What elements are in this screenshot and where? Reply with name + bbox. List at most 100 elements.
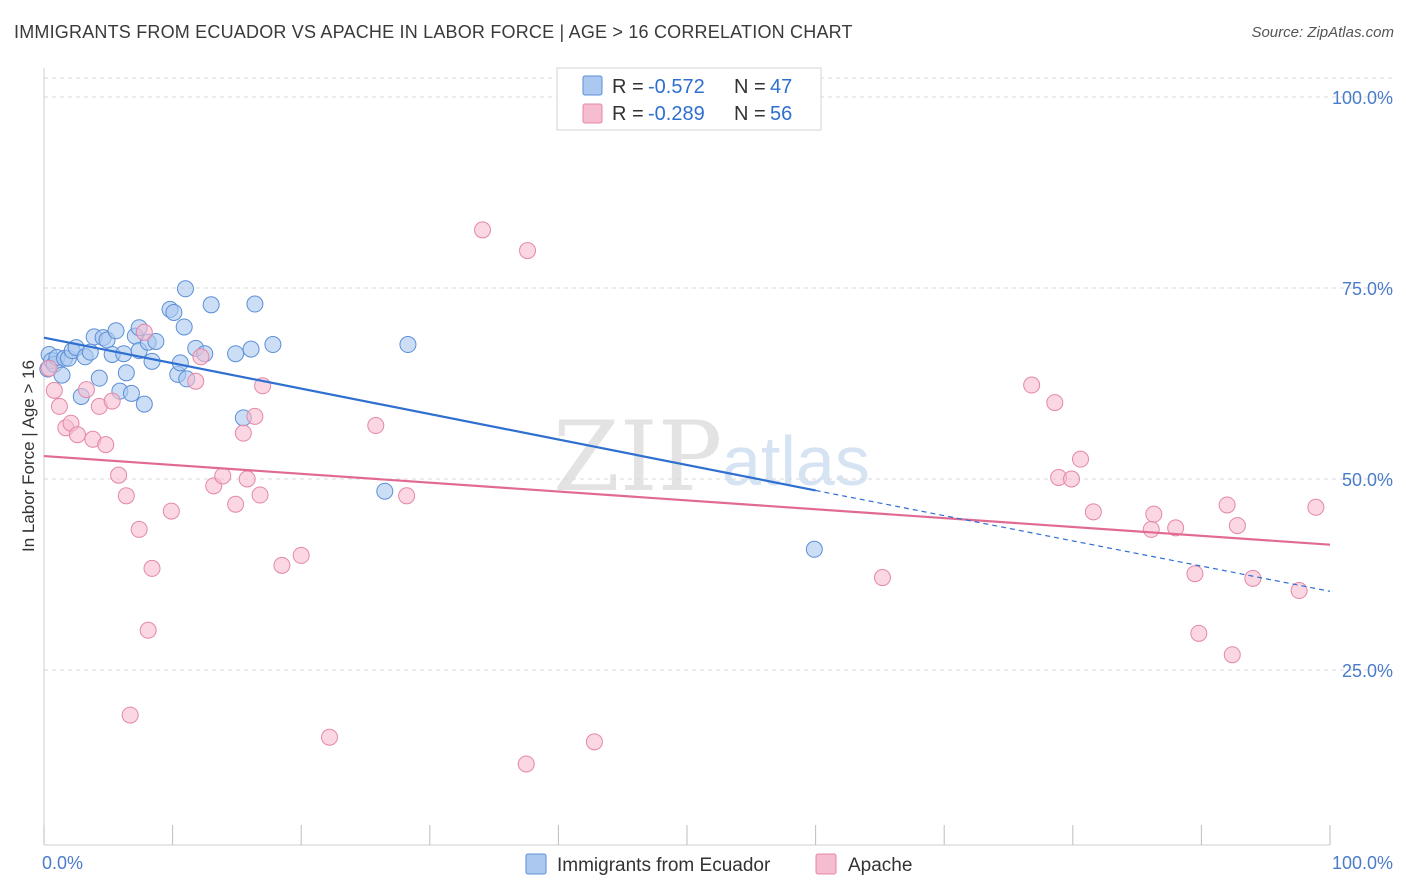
x-ticks [43, 825, 1331, 845]
apache-point-34 [474, 221, 492, 239]
apache-point-0 [40, 359, 58, 377]
legend-swatch-apache [815, 853, 837, 875]
apache-point-48 [1186, 565, 1204, 583]
apache-point-15 [139, 621, 157, 639]
apache-point-55 [1307, 498, 1325, 516]
stats-legend-r-value-blue: -0.572 [648, 76, 705, 98]
apache-point-10 [103, 392, 121, 410]
apache-point-25 [238, 470, 256, 488]
apache-point-32 [367, 417, 385, 435]
ecuador-point-46 [399, 336, 417, 354]
apache-point-33 [398, 487, 416, 505]
apache-point-46 [1145, 505, 1163, 523]
apache-point-54 [1290, 582, 1308, 600]
watermark: ZIP atlas [553, 401, 870, 513]
y-tick-labels: 25.0% 50.0% 75.0% 100.0% [1332, 88, 1393, 681]
stats-legend-n-label-pink: N = [734, 103, 766, 125]
x-tick-labels: 0.0% 100.0% [42, 853, 1393, 873]
chart-title: IMMIGRANTS FROM ECUADOR VS APACHE IN LAB… [14, 22, 853, 42]
y-axis-label: In Labor Force | Age > 16 [19, 360, 38, 552]
apache-point-6 [77, 381, 95, 399]
apache-point-17 [121, 706, 139, 724]
apache-point-42 [1063, 470, 1081, 488]
ecuador-point-28 [143, 352, 161, 370]
ecuador-point-18 [107, 322, 125, 340]
stats-legend-n-value-pink: 56 [770, 103, 792, 125]
y-tick-label-0: 25.0% [1342, 661, 1393, 681]
stats-legend: R = -0.572 N = 47 R = -0.289 N = 56 [556, 67, 822, 131]
apache-point-20 [192, 348, 210, 366]
y-tick-label-1: 50.0% [1342, 470, 1393, 490]
x-tick-label-0: 0.0% [42, 853, 83, 873]
apache-point-29 [273, 556, 291, 574]
apache-point-36 [519, 242, 537, 260]
x-tick-label-1: 100.0% [1332, 853, 1393, 873]
stats-legend-n-value-blue: 47 [770, 76, 792, 98]
apache-point-16 [143, 559, 161, 577]
ecuador-point-39 [202, 296, 220, 314]
apache-point-30 [292, 546, 310, 564]
apache-point-35 [517, 755, 535, 773]
ecuador-point-40 [227, 345, 245, 363]
apache-point-40 [1046, 394, 1064, 412]
ecuador-point-14 [90, 369, 108, 387]
trend-line-apache [43, 454, 1331, 546]
watermark-atlas: atlas [722, 422, 870, 500]
apache-point-23 [227, 495, 245, 513]
legend-label-apache: Apache [848, 855, 912, 876]
apache-point-52 [1228, 517, 1246, 535]
ecuador-point-22 [122, 384, 140, 402]
ecuador-point-26 [135, 395, 153, 413]
apache-point-45 [1142, 520, 1160, 538]
ecuador-point-42 [242, 340, 260, 358]
stats-legend-n-label-blue: N = [734, 76, 766, 98]
stats-legend-r-label-pink: R = [612, 103, 644, 125]
ecuador-point-31 [165, 303, 183, 321]
ecuador-point-21 [117, 364, 135, 382]
watermark-zip: ZIP [553, 401, 722, 513]
stats-legend-swatch-blue [582, 75, 603, 96]
series-apache [40, 221, 1325, 773]
apache-point-50 [1218, 496, 1236, 514]
stats-legend-r-value-pink: -0.289 [648, 103, 705, 125]
apache-point-39 [1023, 376, 1041, 394]
trend-line-ecuador-extension [815, 489, 1331, 592]
apache-point-44 [1084, 503, 1102, 521]
apache-point-51 [1223, 646, 1241, 664]
apache-point-11 [110, 466, 128, 484]
apache-point-38 [873, 569, 891, 587]
apache-point-12 [117, 487, 135, 505]
apache-point-53 [1244, 569, 1262, 587]
apache-point-37 [585, 733, 603, 751]
stats-legend-r-label-blue: R = [612, 76, 644, 98]
ecuador-point-47 [805, 540, 823, 558]
apache-point-27 [251, 486, 269, 504]
apache-point-2 [50, 397, 68, 415]
apache-point-18 [162, 502, 180, 520]
apache-point-19 [187, 372, 205, 390]
legend-swatch-immigrants-from-ecuador [525, 853, 547, 875]
apache-point-47 [1167, 519, 1185, 537]
ecuador-point-44 [264, 336, 282, 354]
apache-point-24 [234, 424, 252, 442]
source-credit: Source: ZipAtlas.com [1251, 24, 1394, 41]
gridlines [44, 77, 1392, 671]
apache-point-26 [246, 407, 264, 425]
ecuador-point-36 [176, 280, 194, 298]
apache-point-22 [214, 467, 232, 485]
apache-point-31 [320, 728, 338, 746]
y-tick-label-2: 75.0% [1342, 279, 1393, 299]
ecuador-point-29 [147, 332, 165, 350]
legend-label-immigrants-from-ecuador: Immigrants from Ecuador [557, 855, 771, 876]
trend-line-ecuador [43, 336, 816, 492]
apache-point-49 [1190, 624, 1208, 642]
apache-point-13 [130, 520, 148, 538]
y-tick-label-3: 100.0% [1332, 88, 1393, 108]
apache-point-14 [135, 323, 153, 341]
series-legend: Immigrants from Ecuador Apache [525, 853, 912, 876]
trend-lines [43, 336, 1331, 592]
ecuador-point-34 [175, 318, 193, 336]
apache-point-43 [1072, 450, 1090, 468]
ecuador-point-43 [246, 295, 264, 313]
